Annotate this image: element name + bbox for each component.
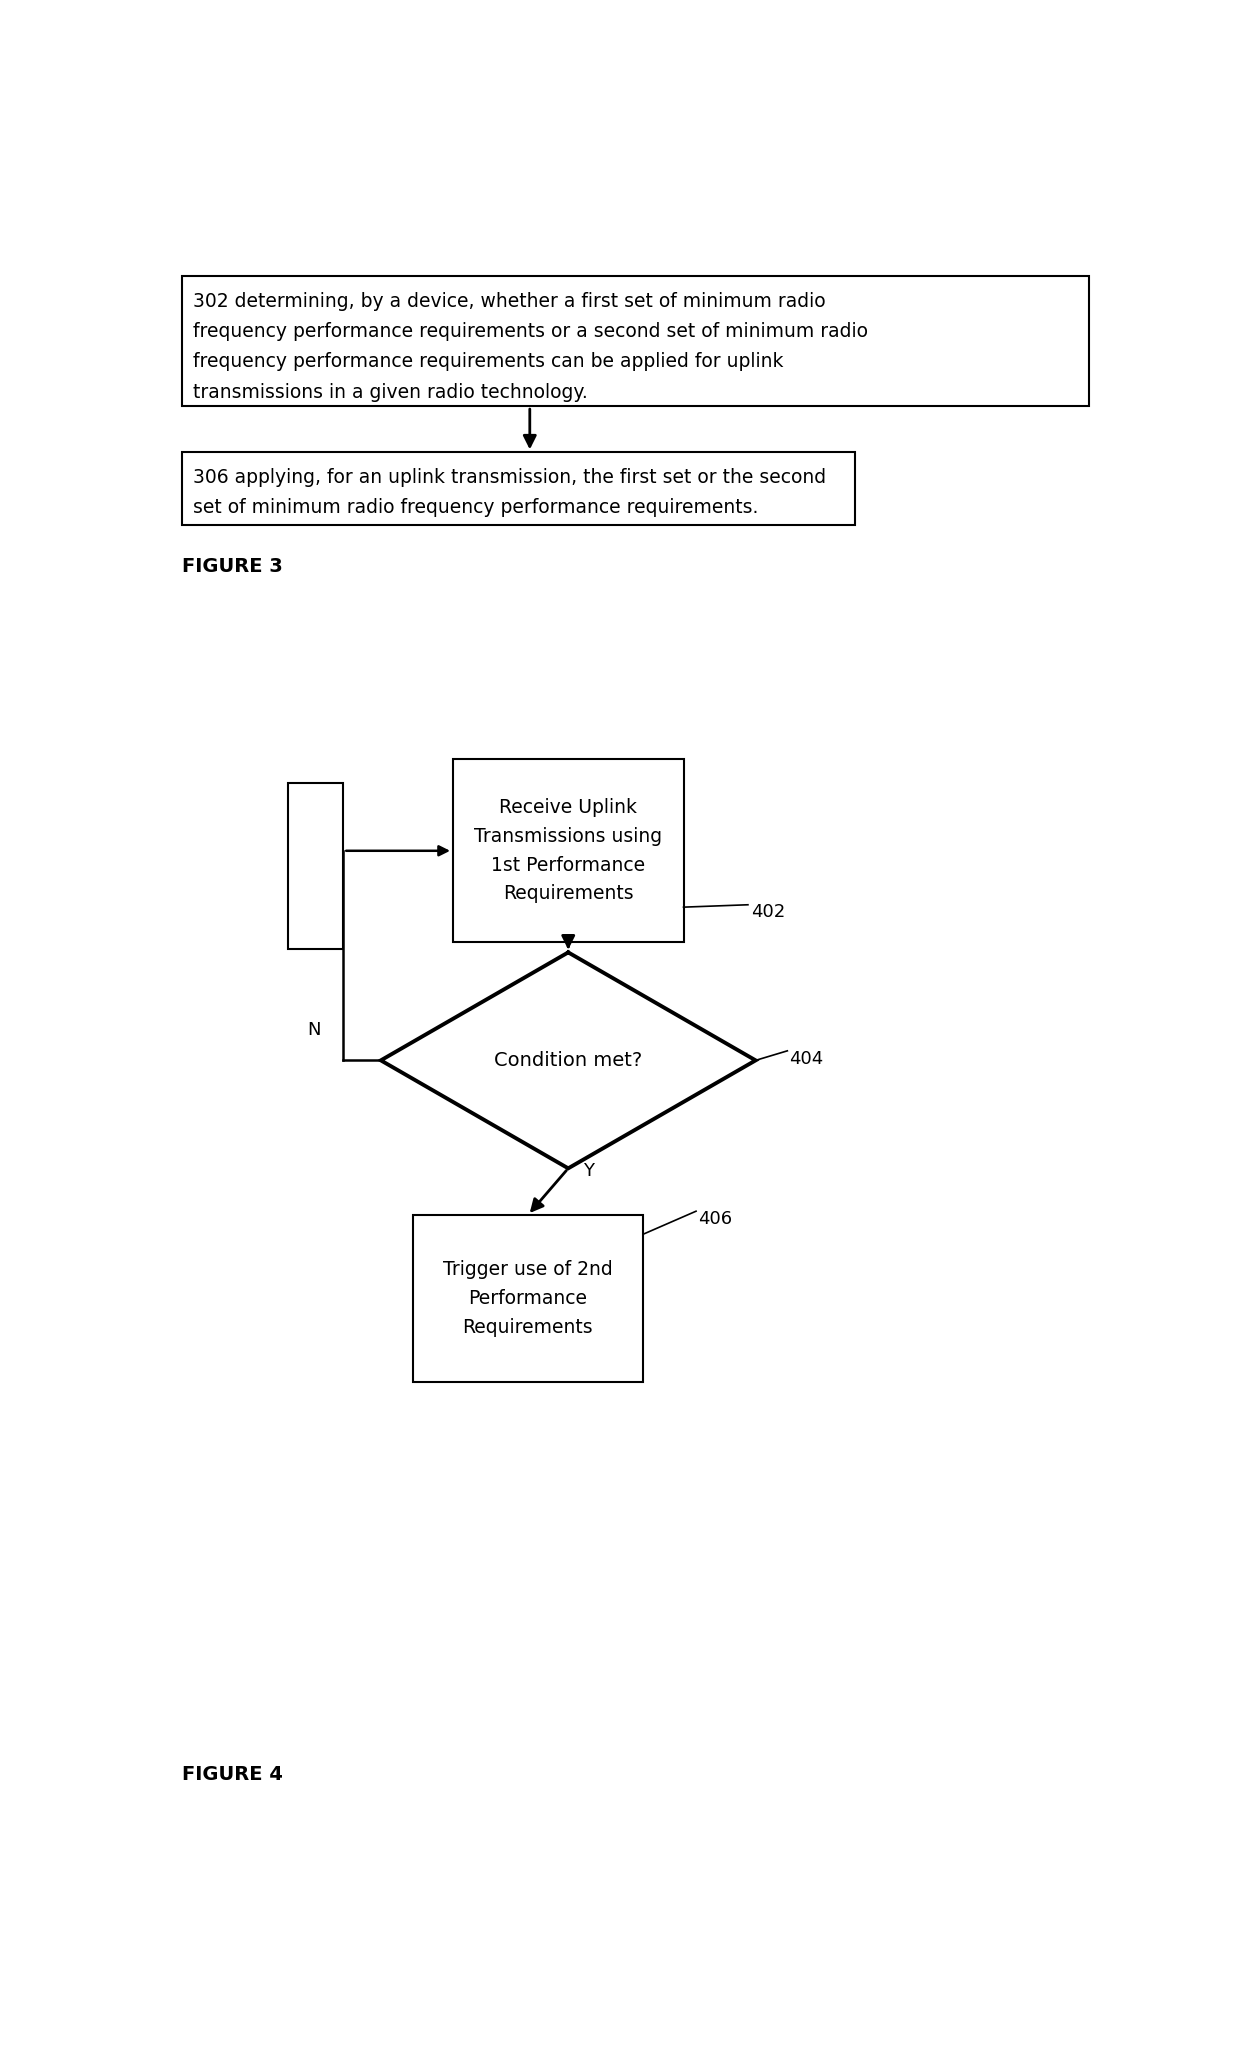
Text: Condition met?: Condition met?: [494, 1052, 642, 1070]
Text: 404: 404: [789, 1050, 823, 1068]
Polygon shape: [381, 953, 755, 1169]
Text: 302 determining, by a device, whether a first set of minimum radio
frequency per: 302 determining, by a device, whether a …: [193, 293, 868, 402]
Text: Trigger use of 2nd
Performance
Requirements: Trigger use of 2nd Performance Requireme…: [443, 1260, 613, 1336]
FancyBboxPatch shape: [453, 759, 683, 942]
Text: 306 applying, for an uplink transmission, the first set or the second
set of min: 306 applying, for an uplink transmission…: [193, 468, 827, 518]
Text: N: N: [306, 1021, 320, 1039]
FancyBboxPatch shape: [413, 1215, 644, 1382]
Text: 402: 402: [751, 903, 785, 922]
Text: FIGURE 3: FIGURE 3: [182, 557, 283, 575]
FancyBboxPatch shape: [288, 781, 343, 949]
Text: FIGURE 4: FIGURE 4: [182, 1765, 283, 1784]
FancyBboxPatch shape: [182, 452, 854, 526]
Text: 406: 406: [698, 1210, 732, 1227]
Text: Receive Uplink
Transmissions using
1st Performance
Requirements: Receive Uplink Transmissions using 1st P…: [474, 798, 662, 903]
Text: Y: Y: [583, 1163, 594, 1179]
FancyBboxPatch shape: [182, 276, 1089, 406]
